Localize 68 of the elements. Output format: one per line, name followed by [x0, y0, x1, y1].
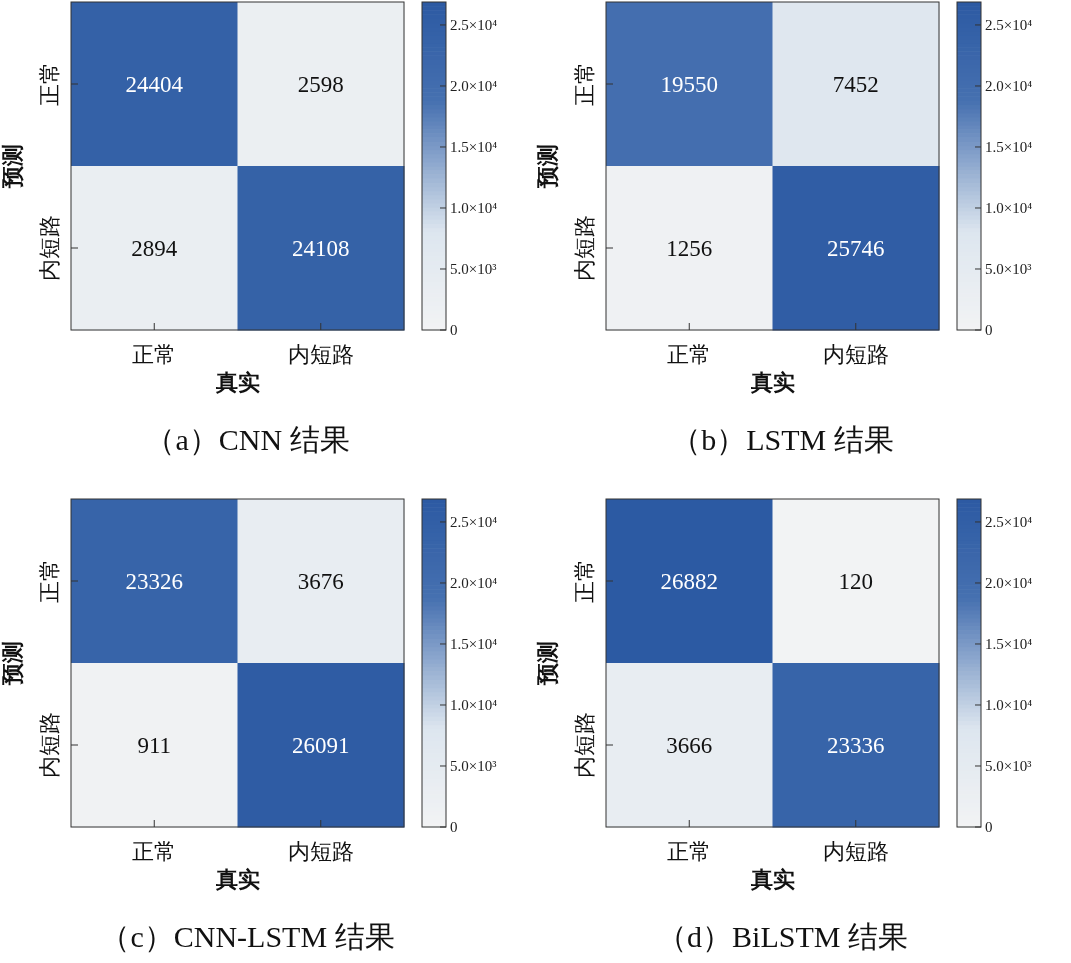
text: （b）LSTM 结果	[671, 423, 894, 456]
y-tick-label: 内短路	[37, 215, 62, 281]
text: （c）CNN-LSTM 结果	[100, 920, 395, 953]
color-bar-label: 2.0×10⁴	[985, 574, 1033, 591]
color-bar-label: 1.5×10⁴	[450, 138, 498, 155]
color-bar-label: 2.0×10⁴	[985, 77, 1033, 94]
text: （a）CNN 结果	[145, 423, 350, 456]
x-tick-label: 正常	[132, 839, 177, 864]
color-bar-label: 1.0×10⁴	[985, 696, 1033, 713]
data-label: 19550	[660, 72, 718, 97]
x-tick-label: 内短路	[822, 342, 889, 367]
data-label: 26882	[660, 569, 718, 594]
color-bar-label: 2.0×10⁴	[450, 574, 498, 591]
text: （d）BiLSTM 结果	[657, 920, 908, 953]
y-axis-title: 预测	[0, 641, 25, 686]
color-bar-label: 0	[450, 819, 458, 835]
color-bar-label: 2.5×10⁴	[450, 513, 498, 530]
data-label: 911	[137, 733, 172, 758]
x-axis-title: 真实	[214, 867, 260, 892]
color-bar-label: 1.5×10⁴	[985, 138, 1033, 155]
x-tick-label: 内短路	[822, 839, 889, 864]
y-axis-title: 预测	[535, 641, 560, 686]
x-tick-label: 内短路	[287, 342, 354, 367]
data-label: 120	[838, 569, 873, 594]
data-label: 26091	[292, 733, 350, 758]
data-label: 2894	[131, 236, 178, 261]
data-label: 7452	[832, 72, 879, 97]
color-bar-label: 2.5×10⁴	[985, 513, 1033, 530]
data-label: 24108	[292, 236, 350, 261]
y-tick-label: 正常	[572, 559, 597, 603]
color-bar-label: 1.5×10⁴	[450, 635, 498, 652]
y-axis-title: 预测	[0, 144, 25, 189]
color-bar-label: 2.5×10⁴	[985, 16, 1033, 33]
data-label: 25746	[827, 236, 885, 261]
x-tick-label: 正常	[667, 839, 712, 864]
color-bar-label: 5.0×10³	[450, 757, 497, 774]
y-axis-title: 预测	[535, 144, 560, 189]
data-label: 24404	[125, 72, 184, 97]
x-axis-title: 真实	[214, 370, 260, 395]
data-label: 3676	[297, 569, 344, 594]
data-label: 1256	[666, 236, 713, 261]
color-bar-label: 5.0×10³	[450, 260, 497, 277]
color-bar-label: 1.0×10⁴	[450, 199, 498, 216]
data-label: 23326	[125, 569, 183, 594]
x-axis-title: 真实	[749, 867, 795, 892]
y-tick-label: 内短路	[572, 215, 597, 281]
x-tick-label: 正常	[132, 342, 177, 367]
x-axis-title: 真实	[749, 370, 795, 395]
y-tick-label: 正常	[37, 559, 62, 603]
color-bar-label: 5.0×10³	[985, 757, 1032, 774]
x-tick-label: 正常	[667, 342, 712, 367]
data-label: 3666	[666, 733, 713, 758]
color-bar-label: 2.5×10⁴	[450, 16, 498, 33]
color-bar-label: 1.0×10⁴	[450, 696, 498, 713]
data-label: 23336	[827, 733, 885, 758]
color-bar-label: 1.0×10⁴	[985, 199, 1033, 216]
y-tick-label: 正常	[572, 62, 597, 106]
color-bar-label: 2.0×10⁴	[450, 77, 498, 94]
color-bar-label: 1.5×10⁴	[985, 635, 1033, 652]
data-label: 2598	[297, 72, 344, 97]
color-bar-label: 0	[450, 322, 458, 338]
x-tick-label: 内短路	[287, 839, 354, 864]
color-bar-label: 5.0×10³	[985, 260, 1032, 277]
color-bar-label: 0	[985, 819, 993, 835]
color-bar-label: 0	[985, 322, 993, 338]
y-tick-label: 内短路	[37, 712, 62, 778]
y-tick-label: 正常	[37, 62, 62, 106]
y-tick-label: 内短路	[572, 712, 597, 778]
